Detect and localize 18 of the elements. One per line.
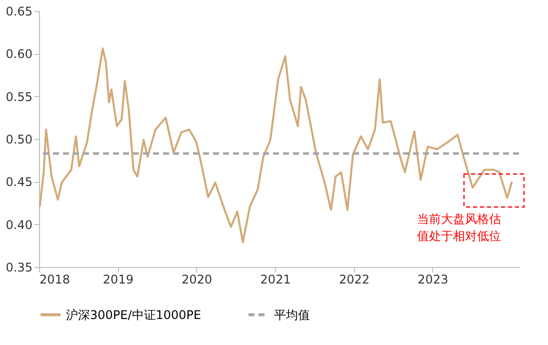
annotation: 值处于相对低位 bbox=[417, 229, 501, 243]
legend-label: 沪深300PE/中证1000PE bbox=[66, 308, 202, 322]
y-tick-label: 0.35 bbox=[6, 260, 32, 274]
y-tick-label: 0.50 bbox=[6, 132, 32, 146]
y-tick-label: 0.60 bbox=[6, 47, 32, 62]
y-tick-label: 0.65 bbox=[6, 4, 32, 18]
x-tick-label: 2021 bbox=[260, 272, 291, 286]
legend-label: 平均值 bbox=[274, 308, 310, 322]
x-tick-label: 2019 bbox=[102, 272, 134, 286]
x-tick-label: 2020 bbox=[182, 272, 212, 286]
x-tick-label: 2022 bbox=[338, 272, 370, 286]
y-tick-label: 0.45 bbox=[6, 175, 32, 190]
x-tick-label: 2018 bbox=[40, 272, 70, 286]
annotation: 当前大盘风格估 bbox=[417, 212, 501, 226]
x-tick-label: 2023 bbox=[418, 272, 448, 286]
y-tick-label: 0.55 bbox=[6, 90, 32, 104]
line-series bbox=[38, 48, 513, 244]
y-tick-label: 0.40 bbox=[6, 218, 32, 232]
